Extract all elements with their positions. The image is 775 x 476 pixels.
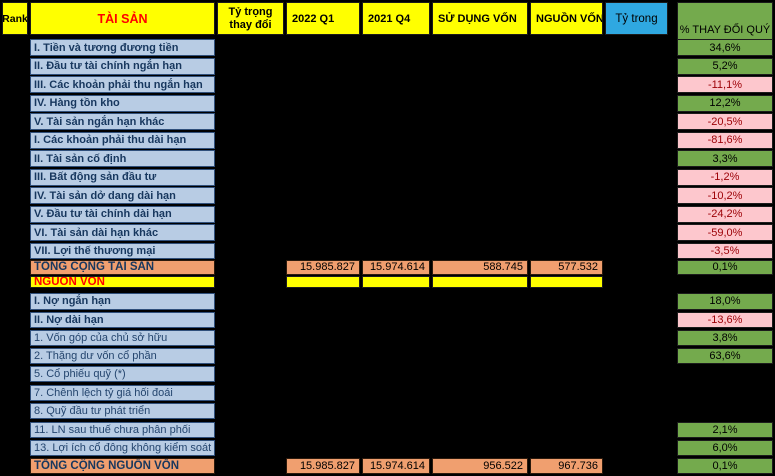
change-cell[interactable]: -13,6% [677,311,773,328]
row-label[interactable]: I. Các khoản phải thu dài hạn [30,131,215,149]
row-label[interactable]: V. Tài sản ngắn hạn khác [30,113,215,130]
table-row: 13. Lợi ích cổ đông không kiểm soát 6,0% [0,440,775,456]
row-label[interactable]: III. Bất động sản đầu tư [30,168,215,186]
table-row: 2. Thặng dư vốn cổ phần 63,6% [0,348,775,364]
change-cell[interactable]: 12,2% [677,94,773,112]
table-row: II. Đầu tư tài chính ngắn hạn 5,2% [0,57,775,75]
table-row: VII. Lợi thế thương mại -3,5% [0,242,775,259]
empty-cell[interactable] [530,276,603,288]
row-label[interactable]: 11. LN sau thuế chưa phân phối [30,421,215,438]
q4-value[interactable]: 15.974.614 [362,259,430,275]
row-label[interactable]: VII. Lợi thế thương mại [30,242,215,259]
row-label[interactable]: 5. Cổ phiếu quỹ (*) [30,366,215,382]
table-row: IV. Tài sản dở dang dài hạn -10,2% [0,187,775,204]
table-row: III. Các khoản phải thu ngắn hạn -11,1% [0,76,775,93]
header-2021-q4[interactable]: 2021 Q4 [362,2,430,35]
change-cell[interactable]: 5,2% [677,57,773,75]
change-cell[interactable]: 18,0% [677,293,773,310]
change-cell[interactable]: 3,3% [677,150,773,167]
change-cell[interactable]: -10,2% [677,187,773,204]
table-row: II. Nợ dài hạn -13,6% [0,311,775,328]
change-cell[interactable]: -81,6% [677,131,773,149]
table-row: V. Tài sản ngắn hạn khác -20,5% [0,113,775,130]
header-row: Rank TÀI SẢN Tỷ trọng thay đổi 2022 Q1 2… [0,2,775,40]
use-of-funds-value[interactable]: 588.745 [432,259,528,275]
table-row: 1. Vốn góp của chủ sở hữu 3,8% [0,330,775,346]
table-row: 7. Chênh lệch tỷ giá hối đoái [0,384,775,401]
header-source-of-funds[interactable]: NGUỒN VỐN [530,2,603,35]
header-pct-change-quarter[interactable]: % THAY ĐỔI QUÝ [677,2,773,40]
use-of-funds-value[interactable]: 956.522 [432,458,528,474]
row-label[interactable]: II. Đầu tư tài chính ngắn hạn [30,57,215,75]
row-label[interactable]: VI. Tài sản dài hạn khác [30,224,215,241]
change-cell[interactable]: -3,5% [677,242,773,259]
change-cell[interactable]: 6,0% [677,440,773,456]
row-label[interactable]: 2. Thặng dư vốn cổ phần [30,348,215,364]
row-label[interactable]: IV. Tài sản dở dang dài hạn [30,187,215,204]
change-cell[interactable]: 3,8% [677,330,773,346]
table-row: 11. LN sau thuế chưa phân phối 2,1% [0,421,775,438]
total-capital-row: TỔNG CỘNG NGUỒN VỐN 15.985.827 15.974.61… [0,458,775,474]
row-label[interactable]: 8. Quỹ đầu tư phát triển [30,403,215,419]
row-label[interactable]: II. Nợ dài hạn [30,311,215,328]
row-label[interactable]: II. Tài sản cố định [30,150,215,167]
q1-value[interactable]: 15.985.827 [286,259,360,275]
change-cell[interactable]: 63,6% [677,348,773,364]
row-label[interactable]: 7. Chênh lệch tỷ giá hối đoái [30,384,215,401]
header-2022-q1[interactable]: 2022 Q1 [286,2,360,35]
change-cell[interactable]: 34,6% [677,39,773,56]
change-cell[interactable]: 0,1% [677,458,773,474]
table-row: 5. Cổ phiếu quỹ (*) [0,366,775,382]
change-cell[interactable]: 0,1% [677,259,773,275]
table-row: IV. Hàng tồn kho 12,2% [0,94,775,112]
table-row: I. Tiền và tương đương tiền 34,6% [0,39,775,56]
row-label[interactable]: III. Các khoản phải thu ngắn hạn [30,76,215,93]
empty-cell[interactable] [286,276,360,288]
section-row-nguon-von: NGUỒN VỐN [0,276,775,288]
row-label[interactable]: 13. Lợi ích cổ đông không kiểm soát [30,440,215,456]
table-row: I. Nợ ngắn hạn 18,0% [0,293,775,310]
row-label[interactable]: I. Nợ ngắn hạn [30,293,215,310]
q1-value[interactable]: 15.985.827 [286,458,360,474]
table-row: II. Tài sản cố định 3,3% [0,150,775,167]
row-label[interactable]: TỔNG CỘNG TÀI SẢN [30,259,215,275]
table-row: I. Các khoản phải thu dài hạn -81,6% [0,131,775,149]
header-weight[interactable]: Tỷ trong [605,2,668,35]
row-label[interactable]: IV. Hàng tồn kho [30,94,215,112]
section-label[interactable]: NGUỒN VỐN [30,276,215,288]
row-label[interactable]: TỔNG CỘNG NGUỒN VỐN [30,458,215,474]
header-ratio-change[interactable]: Tỷ trọng thay đổi [217,2,284,35]
empty-cell[interactable] [362,276,430,288]
q4-value[interactable]: 15.974.614 [362,458,430,474]
table-row: V. Đầu tư tài chính dài hạn -24,2% [0,205,775,223]
change-cell[interactable]: -59,0% [677,224,773,241]
row-label[interactable]: V. Đầu tư tài chính dài hạn [30,205,215,223]
table-row: 8. Quỹ đầu tư phát triển [0,403,775,419]
empty-cell[interactable] [432,276,528,288]
row-label[interactable]: I. Tiền và tương đương tiền [30,39,215,56]
table-row: VI. Tài sản dài hạn khác -59,0% [0,224,775,241]
change-cell[interactable]: -11,1% [677,76,773,93]
total-assets-row: TỔNG CỘNG TÀI SẢN 15.985.827 15.974.614 … [0,259,775,275]
header-use-of-funds[interactable]: SỬ DỤNG VỐN [432,2,528,35]
source-of-funds-value[interactable]: 577.532 [530,259,603,275]
change-cell[interactable]: -24,2% [677,205,773,223]
change-cell[interactable]: -20,5% [677,113,773,130]
source-of-funds-value[interactable]: 967.736 [530,458,603,474]
header-rank[interactable]: Rank [2,2,28,35]
header-assets[interactable]: TÀI SẢN [30,2,215,35]
change-cell[interactable]: -1,2% [677,168,773,186]
table-row: III. Bất động sản đầu tư -1,2% [0,168,775,186]
row-label[interactable]: 1. Vốn góp của chủ sở hữu [30,330,215,346]
change-cell[interactable]: 2,1% [677,421,773,438]
